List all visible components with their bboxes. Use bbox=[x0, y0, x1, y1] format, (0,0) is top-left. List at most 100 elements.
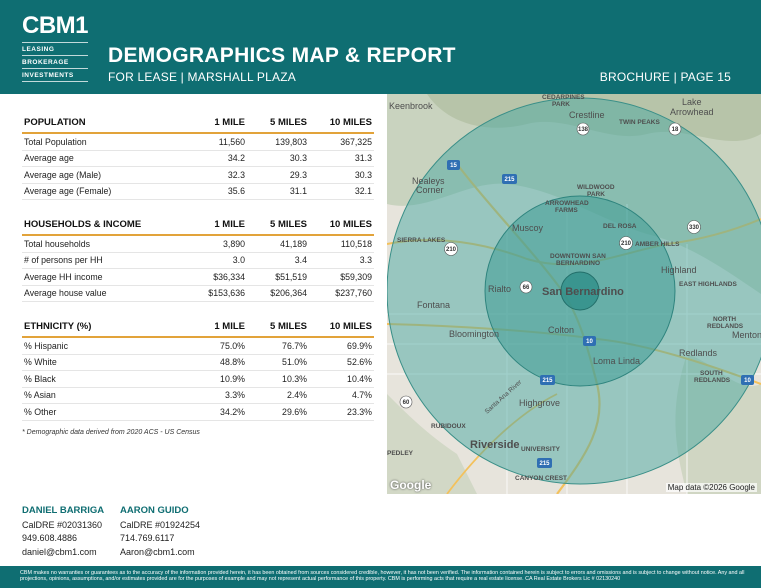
value-5-miles: 139,803 bbox=[275, 136, 307, 147]
route-shield-label: 66 bbox=[523, 285, 530, 291]
logo-wordmark: CBM1 bbox=[22, 12, 89, 39]
place-label: Rialto bbox=[488, 284, 511, 294]
value-5-miles: 41,189 bbox=[280, 238, 307, 249]
place-label: Crestline bbox=[569, 110, 605, 120]
route-shield bbox=[741, 375, 754, 385]
place-label: AMBER HILLS bbox=[635, 241, 680, 248]
value-5-miles: $206,364 bbox=[270, 288, 307, 299]
place-label: NORTH bbox=[713, 316, 736, 323]
column-header-5-miles: 5 MILES bbox=[270, 117, 307, 128]
value-1-mile: 3.3% bbox=[224, 390, 245, 401]
contact-phone[interactable]: 714.769.6117 bbox=[120, 533, 175, 544]
place-label: Loma Linda bbox=[593, 356, 640, 366]
row-label: Average age bbox=[24, 153, 74, 164]
map-canvas: Keenbrook CEDARPINES PARK Crestline Lake… bbox=[387, 94, 761, 494]
value-5-miles: 29.6% bbox=[282, 406, 307, 417]
column-header-5-miles: 5 MILES bbox=[270, 321, 307, 332]
table-row: % Hispanic 75.0% 76.7% 69.9% bbox=[22, 338, 374, 355]
value-1-mile: 10.9% bbox=[220, 373, 245, 384]
page-indicator: BROCHURE | PAGE 15 bbox=[599, 70, 731, 84]
value-5-miles: 51.0% bbox=[282, 357, 307, 368]
households-income-table: HOUSEHOLDS & INCOME 1 MILE 5 MILES 10 MI… bbox=[22, 212, 374, 302]
value-10-miles: 4.7% bbox=[351, 390, 372, 401]
column-header-1-mile: 1 MILE bbox=[214, 117, 245, 128]
table-row: Average age (Male) 32.3 29.3 30.3 bbox=[22, 167, 374, 184]
value-5-miles: 2.4% bbox=[286, 390, 307, 401]
place-label: Riverside bbox=[470, 439, 520, 451]
value-10-miles: 30.3 bbox=[354, 169, 372, 180]
column-header-10-miles: 10 MILES bbox=[329, 321, 372, 332]
row-label: % Black bbox=[24, 373, 56, 384]
page-title: DEMOGRAPHICS MAP & REPORT bbox=[108, 44, 456, 67]
place-label: PARK bbox=[587, 191, 605, 198]
section-heading: HOUSEHOLDS & INCOME bbox=[24, 219, 142, 230]
row-label: Average age (Female) bbox=[24, 186, 112, 197]
google-logo[interactable]: Google bbox=[390, 478, 432, 492]
value-1-mile: $153,636 bbox=[208, 288, 245, 299]
ethnicity-table: ETHNICITY (%) 1 MILE 5 MILES 10 MILES % … bbox=[22, 314, 374, 421]
place-label: TWIN PEAKS bbox=[619, 119, 660, 126]
table-row: % Other 34.2% 29.6% 23.3% bbox=[22, 404, 374, 421]
place-label: Bloomington bbox=[449, 329, 499, 339]
row-label: Average house value bbox=[24, 288, 107, 299]
value-10-miles: 3.3 bbox=[359, 255, 372, 266]
column-header-10-miles: 10 MILES bbox=[329, 117, 372, 128]
value-1-mile: 32.3 bbox=[227, 169, 245, 180]
map-attribution[interactable]: Map data ©2026 Google bbox=[665, 483, 757, 492]
place-label: CANYON CREST bbox=[515, 475, 567, 482]
value-5-miles: $51,519 bbox=[275, 271, 307, 282]
value-1-mile: 35.6 bbox=[227, 186, 245, 197]
disclaimer-footer: CBM makes no warranties or guarantees as… bbox=[0, 566, 761, 588]
table-row: % Asian 3.3% 2.4% 4.7% bbox=[22, 388, 374, 404]
place-label: SOUTH bbox=[700, 370, 723, 377]
place-label: Highland bbox=[661, 265, 697, 275]
demographics-tables: POPULATION 1 MILE 5 MILES 10 MILES Total… bbox=[22, 110, 374, 436]
header-banner: CBM1 LEASING BROKERAGE INVESTMENTS DEMOG… bbox=[0, 0, 761, 94]
table-row: % White 48.8% 51.0% 52.6% bbox=[22, 355, 374, 371]
value-1-mile: 48.8% bbox=[220, 357, 245, 368]
value-5-miles: 10.3% bbox=[282, 373, 307, 384]
value-10-miles: 31.3 bbox=[354, 153, 372, 164]
table-row: # of persons per HH 3.0 3.4 3.3 bbox=[22, 253, 374, 269]
contact-name: DANIEL BARRIGA bbox=[22, 505, 105, 516]
place-label: San Bernardino bbox=[542, 286, 624, 298]
route-shield bbox=[540, 375, 555, 385]
table-row: Average age 34.2 30.3 31.3 bbox=[22, 151, 374, 167]
contact-phone[interactable]: 949.608.4886 bbox=[22, 533, 78, 544]
place-label: PEDLEY bbox=[387, 450, 414, 457]
row-label: % Asian bbox=[24, 390, 56, 401]
logo-line-investments: INVESTMENTS bbox=[22, 68, 88, 82]
value-1-mile: 11,560 bbox=[218, 136, 245, 147]
table-row: Average age (Female) 35.6 31.1 32.1 bbox=[22, 184, 374, 200]
column-header-1-mile: 1 MILE bbox=[214, 321, 245, 332]
place-label: SIERRA LAKES bbox=[397, 237, 446, 244]
radius-map[interactable]: Keenbrook CEDARPINES PARK Crestline Lake… bbox=[387, 94, 761, 494]
contact-email[interactable]: daniel@cbm1.com bbox=[22, 546, 97, 557]
route-shield-label: 210 bbox=[446, 247, 457, 253]
contact-email[interactable]: Aaron@cbm1.com bbox=[120, 546, 195, 557]
column-header-5-miles: 5 MILES bbox=[270, 219, 307, 230]
table-row: Total households 3,890 41,189 110,518 bbox=[22, 236, 374, 253]
route-shield bbox=[619, 236, 633, 250]
value-1-mile: $36,334 bbox=[213, 271, 245, 282]
row-label: Total households bbox=[24, 238, 91, 249]
value-10-miles: 32.1 bbox=[354, 186, 372, 197]
value-10-miles: 10.4% bbox=[347, 373, 372, 384]
value-10-miles: 69.9% bbox=[347, 340, 372, 351]
value-10-miles: $59,309 bbox=[340, 271, 372, 282]
place-label: Keenbrook bbox=[389, 101, 433, 111]
value-5-miles: 76.7% bbox=[282, 340, 307, 351]
route-shield-label: 10 bbox=[586, 339, 593, 345]
logo-line-brokerage: BROKERAGE bbox=[22, 55, 88, 68]
section-heading: POPULATION bbox=[24, 117, 86, 128]
contact-card: AARON GUIDO CalDRE #01924254 714.769.611… bbox=[120, 504, 200, 559]
route-shield bbox=[399, 395, 413, 409]
route-shield-label: 138 bbox=[578, 127, 589, 133]
route-shield bbox=[576, 122, 590, 136]
route-shield bbox=[519, 280, 533, 294]
value-1-mile: 34.2 bbox=[227, 153, 245, 164]
route-shield bbox=[444, 242, 458, 256]
row-label: Total Population bbox=[24, 136, 87, 147]
value-10-miles: 23.3% bbox=[347, 406, 372, 417]
route-shield bbox=[668, 122, 682, 136]
